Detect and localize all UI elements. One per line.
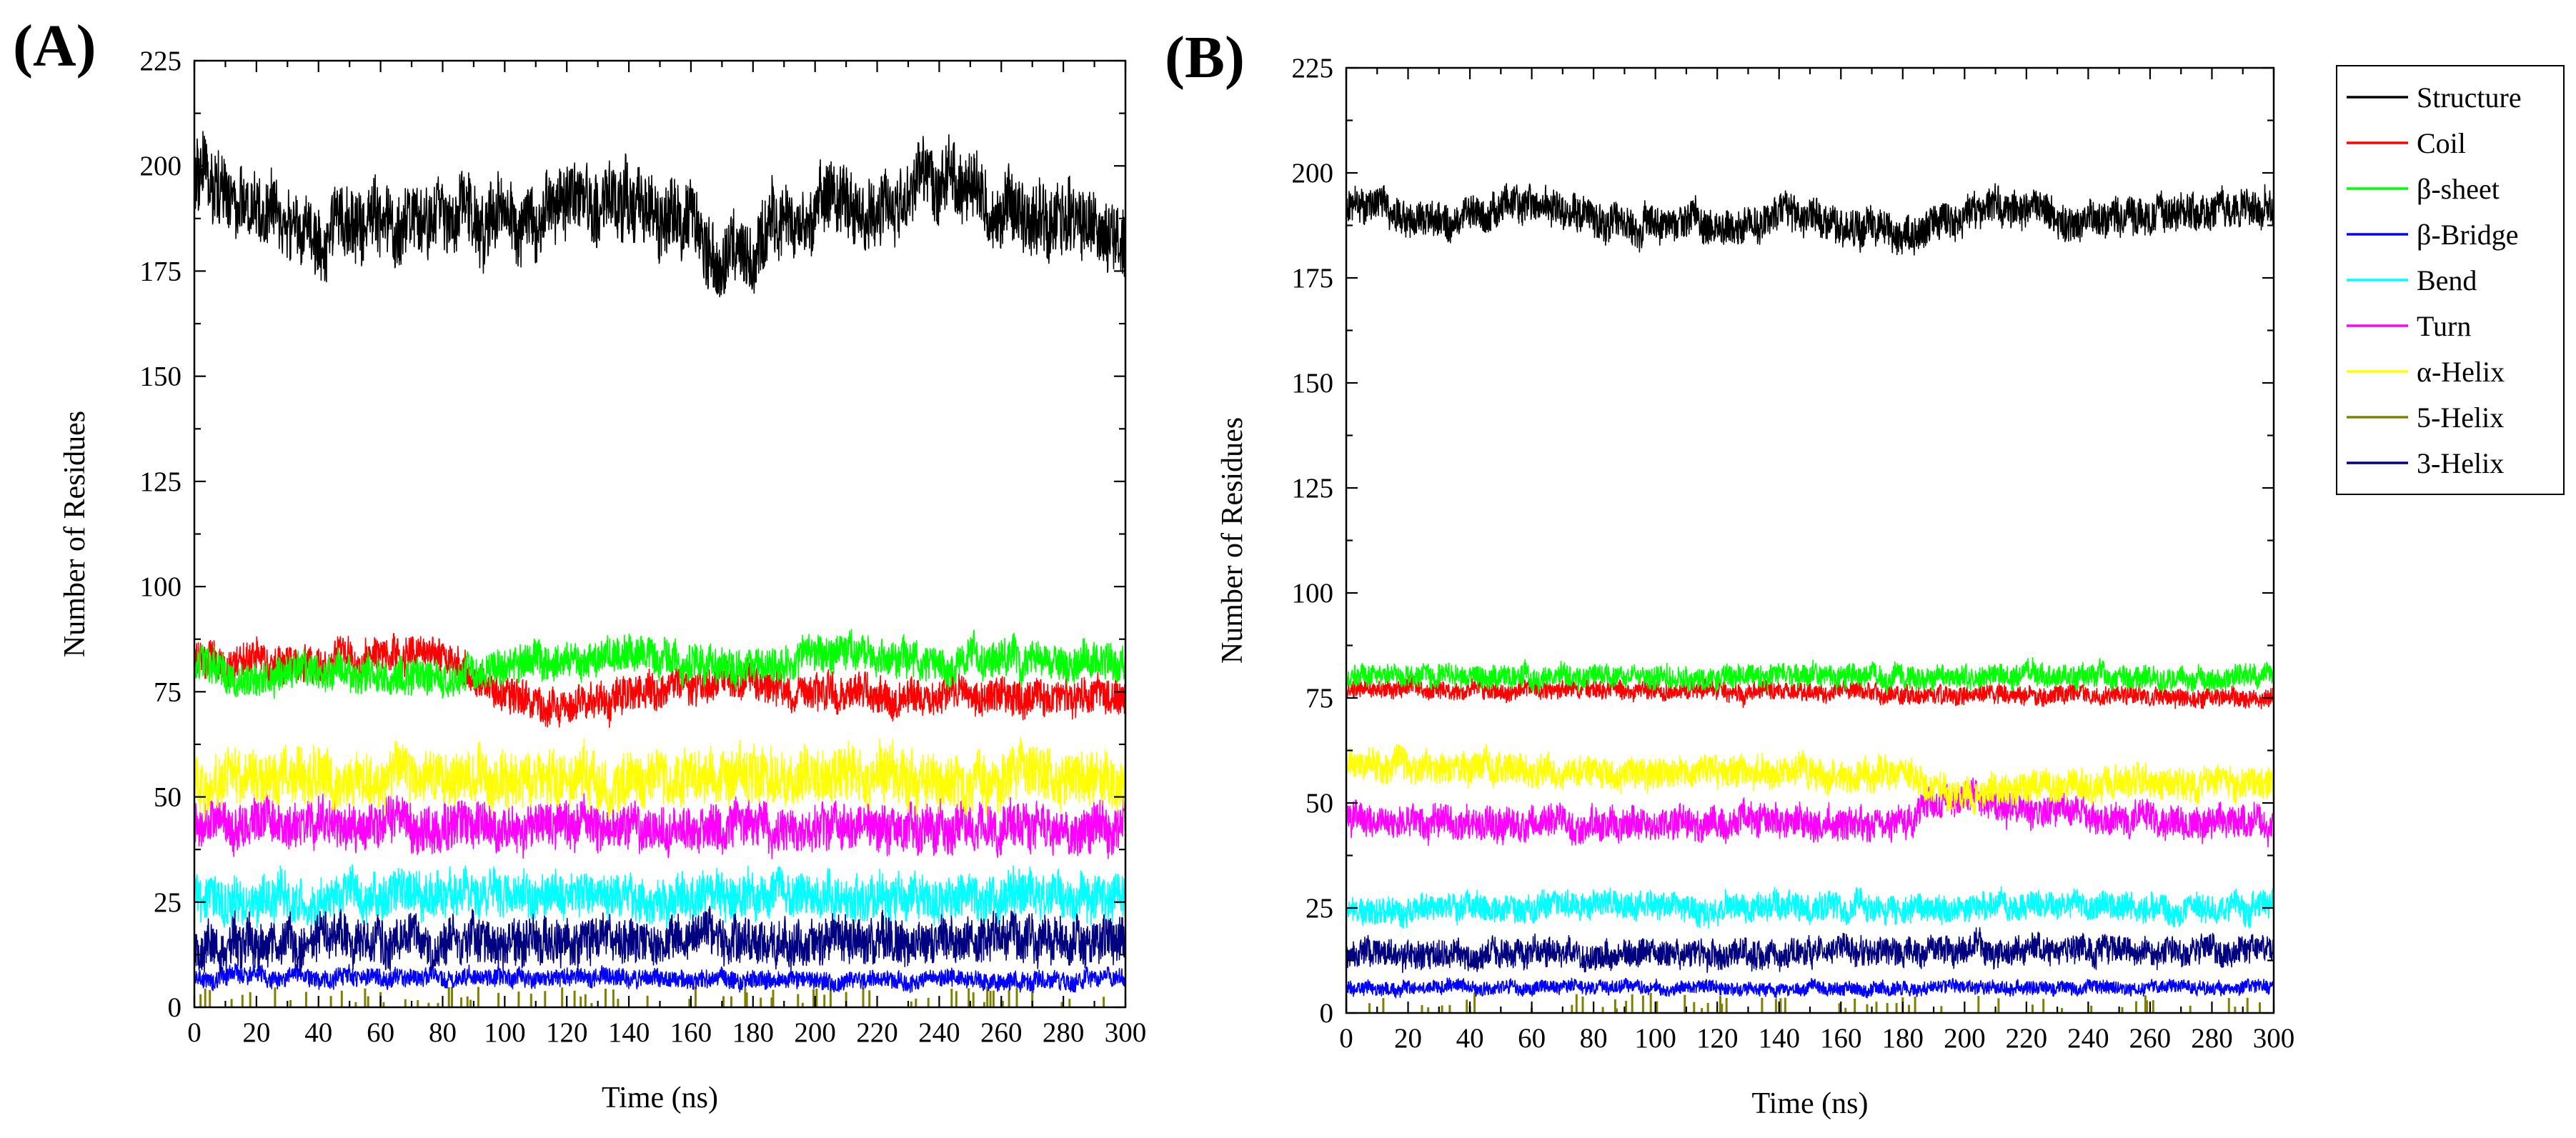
y-axis-title: Number of Residues bbox=[1216, 417, 1249, 664]
x-tick-label: 60 bbox=[1518, 1023, 1546, 1054]
x-axis-title: Time (ns) bbox=[602, 1082, 718, 1114]
series-3-helix bbox=[1346, 927, 2274, 973]
series-bridge bbox=[194, 963, 1125, 994]
y-tick-label: 175 bbox=[1292, 263, 1334, 294]
x-tick-label: 100 bbox=[484, 1017, 526, 1048]
legend-label-3-helix: 3-Helix bbox=[2417, 447, 2504, 479]
series-sheet bbox=[194, 629, 1125, 699]
series-structure bbox=[1346, 183, 2274, 256]
x-tick-label: 180 bbox=[1882, 1023, 1924, 1054]
x-tick-label: 280 bbox=[2191, 1023, 2233, 1054]
x-tick-label: 160 bbox=[1820, 1023, 1862, 1054]
x-tick-label: 120 bbox=[546, 1017, 588, 1048]
x-tick-label: 140 bbox=[608, 1017, 650, 1048]
y-tick-label: 125 bbox=[140, 466, 182, 497]
x-axis-title: Time (ns) bbox=[1752, 1087, 1869, 1120]
series-bend bbox=[194, 864, 1125, 934]
series-bridge bbox=[1346, 977, 2274, 999]
x-tick-label: 260 bbox=[980, 1017, 1023, 1048]
x-tick-label: 40 bbox=[1456, 1023, 1484, 1054]
x-tick-label: 160 bbox=[670, 1017, 712, 1048]
legend-label-sheet: β-sheet bbox=[2417, 173, 2500, 205]
x-tick-label: 120 bbox=[1696, 1023, 1739, 1054]
x-tick-label: 200 bbox=[1944, 1023, 1986, 1054]
y-tick-label: 50 bbox=[1306, 788, 1333, 819]
y-tick-label: 100 bbox=[1292, 578, 1334, 609]
y-tick-label: 25 bbox=[154, 887, 181, 918]
legend: Structure Coil β-sheet β-Bridge Bend Turn α-He… bbox=[2336, 65, 2565, 495]
x-axis: 0 20 40 60 80 100 120 140 160 180 200 220 240 260 280 3… bbox=[187, 61, 1146, 1048]
x-tick-label: 240 bbox=[918, 1017, 960, 1048]
legend-label-structure: Structure bbox=[2417, 81, 2522, 114]
y-tick-label: 50 bbox=[154, 782, 181, 813]
series-turn bbox=[194, 785, 1125, 859]
x-tick-label: 20 bbox=[242, 1017, 270, 1048]
x-tick-label: 240 bbox=[2067, 1023, 2109, 1054]
chart-panel-b: 0 20 40 60 80 100 120 140 160 180 200 220 240 260 280 3… bbox=[1165, 24, 2294, 1120]
series-group bbox=[194, 131, 1125, 1007]
x-tick-label: 0 bbox=[1339, 1023, 1353, 1054]
series-helix bbox=[1346, 743, 2274, 815]
legend-label-turn: Turn bbox=[2417, 310, 2471, 342]
legend-label-bend: Bend bbox=[2417, 264, 2477, 296]
y-tick-label: 175 bbox=[140, 256, 182, 286]
x-tick-label: 260 bbox=[2129, 1023, 2172, 1054]
y-tick-label: 150 bbox=[1292, 368, 1334, 399]
y-axis-title: Number of Residues bbox=[59, 411, 91, 657]
y-tick-label: 225 bbox=[1292, 53, 1334, 84]
series-group bbox=[1346, 183, 2274, 1013]
chart-panel-a: 0 20 40 60 80 100 120 140 160 180 200 220 240 260 280 3… bbox=[13, 13, 1146, 1114]
legend-label-5-helix: 5-Helix bbox=[2417, 401, 2504, 434]
x-axis: 0 20 40 60 80 100 120 140 160 180 200 220 240 260 280 3… bbox=[1339, 68, 2294, 1054]
panel-label: (A) bbox=[13, 13, 96, 79]
y-tick-label: 200 bbox=[1292, 158, 1334, 189]
x-tick-label: 20 bbox=[1394, 1023, 1422, 1054]
y-axis: 0 25 50 75 100 125 150 175 200 225 bbox=[140, 46, 1125, 1023]
x-tick-label: 280 bbox=[1043, 1017, 1085, 1048]
y-tick-label: 125 bbox=[1292, 473, 1334, 504]
y-tick-label: 25 bbox=[1306, 893, 1333, 924]
legend-label-bridge: β-Bridge bbox=[2417, 219, 2519, 251]
legend-label-helix: α-Helix bbox=[2417, 356, 2505, 388]
panel-label: (B) bbox=[1165, 24, 1245, 91]
y-tick-label: 0 bbox=[1320, 998, 1334, 1029]
y-tick-label: 225 bbox=[140, 46, 182, 76]
series-bend bbox=[1346, 886, 2274, 929]
x-tick-label: 140 bbox=[1758, 1023, 1800, 1054]
y-axis: 0 25 50 75 100 125 150 175 200 225 bbox=[1292, 53, 2274, 1029]
series-helix bbox=[194, 737, 1125, 821]
x-tick-label: 100 bbox=[1634, 1023, 1676, 1054]
y-tick-label: 150 bbox=[140, 361, 182, 392]
x-tick-label: 300 bbox=[1105, 1017, 1147, 1048]
series-3-helix bbox=[194, 905, 1125, 974]
x-tick-label: 220 bbox=[2006, 1023, 2048, 1054]
x-tick-label: 180 bbox=[732, 1017, 775, 1048]
y-tick-label: 100 bbox=[140, 572, 182, 602]
series-structure bbox=[194, 131, 1125, 298]
x-tick-label: 0 bbox=[187, 1017, 202, 1048]
x-tick-label: 60 bbox=[367, 1017, 394, 1048]
y-tick-label: 200 bbox=[140, 151, 182, 181]
x-tick-label: 220 bbox=[856, 1017, 898, 1048]
series-turn bbox=[1346, 777, 2274, 848]
x-tick-label: 40 bbox=[304, 1017, 332, 1048]
series-sheet bbox=[1346, 657, 2274, 695]
y-tick-label: 75 bbox=[1306, 683, 1333, 714]
series-5-helix bbox=[199, 986, 1105, 1007]
x-tick-label: 200 bbox=[794, 1017, 836, 1048]
x-tick-label: 80 bbox=[1580, 1023, 1608, 1054]
x-tick-label: 300 bbox=[2253, 1023, 2295, 1054]
legend-label-coil: Coil bbox=[2417, 127, 2466, 159]
x-tick-label: 80 bbox=[429, 1017, 457, 1048]
y-tick-label: 0 bbox=[168, 992, 182, 1023]
y-tick-label: 75 bbox=[154, 677, 181, 707]
